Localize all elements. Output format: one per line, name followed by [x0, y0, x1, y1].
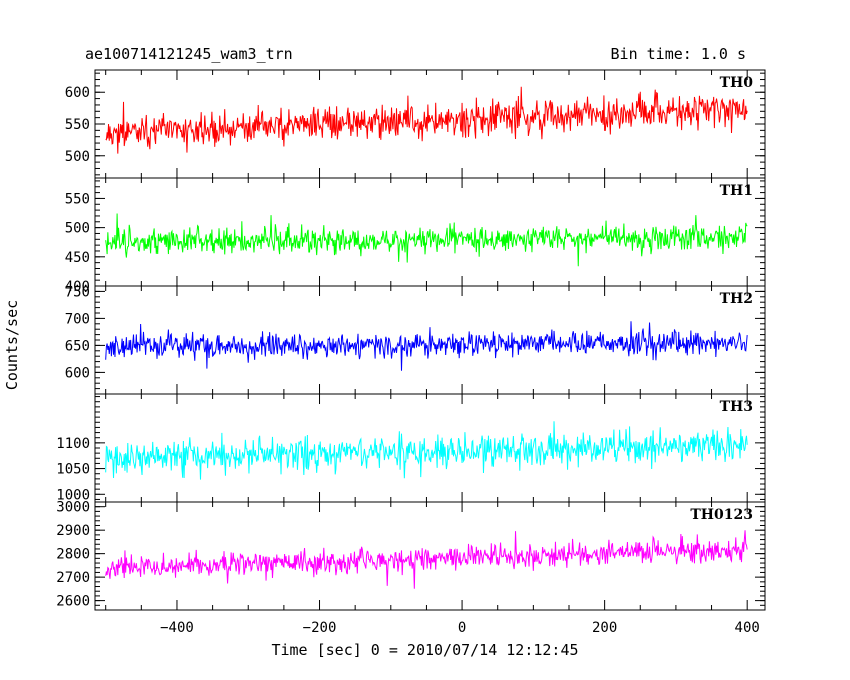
y-tick-label: 2900 — [56, 523, 90, 539]
y-tick-label: 450 — [65, 250, 90, 266]
y-tick-label: 3000 — [56, 500, 90, 516]
y-tick-label: 700 — [65, 311, 90, 327]
panel-frame — [94, 393, 766, 503]
panels-group: 500 550 600 TH0 400 450 500 550 TH1 600 650 700 750 T… — [56, 69, 766, 636]
y-tick-label: 550 — [65, 191, 90, 207]
chart-title: ae100714121245_wam3_trn — [85, 45, 293, 63]
y-tick-label: 2800 — [56, 547, 90, 563]
panel-th3: 1000 1050 1100 TH3 — [56, 393, 766, 503]
panel-name-th0123: TH0123 — [690, 507, 753, 523]
y-tick-label: 1100 — [56, 436, 90, 452]
y-tick-label: 600 — [65, 365, 90, 381]
panel-th0: 500 550 600 TH0 — [65, 69, 766, 179]
series-line-th2 — [105, 321, 748, 371]
panel-name-th0: TH0 — [720, 75, 754, 91]
x-tick-label: −400 — [160, 620, 194, 636]
x-tick-label: 400 — [735, 620, 760, 636]
panel-name-th3: TH3 — [720, 399, 753, 415]
panel-name-th2: TH2 — [720, 291, 753, 307]
y-axis-label: Counts/sec — [3, 300, 21, 390]
x-tick-label: −200 — [303, 620, 337, 636]
panel-th1: 400 450 500 550 TH1 — [65, 177, 766, 295]
x-tick-label: 200 — [592, 620, 617, 636]
y-tick-label: 600 — [65, 85, 90, 101]
panel-th2: 600 650 700 750 TH2 — [65, 284, 766, 395]
bin-time-label: Bin time: 1.0 s — [611, 45, 746, 63]
y-tick-label: 1000 — [56, 487, 90, 503]
y-tick-label: 500 — [65, 221, 90, 237]
y-tick-label: 750 — [65, 284, 90, 300]
y-tick-label: 650 — [65, 338, 90, 354]
panel-th0123: 2600 2700 2800 2900 3000 TH0123 — [56, 500, 766, 611]
y-tick-label: 2600 — [56, 594, 90, 610]
panel-name-th1: TH1 — [720, 183, 753, 199]
panel-frame — [94, 501, 766, 611]
series-line-th0 — [105, 86, 748, 154]
y-tick-label: 1050 — [56, 462, 90, 478]
series-line-th1 — [105, 213, 748, 267]
y-tick-label: 500 — [65, 149, 90, 165]
x-tick-label: 0 — [458, 620, 466, 636]
y-tick-label: 2700 — [56, 570, 90, 586]
y-tick-label: 400 — [65, 279, 90, 295]
series-line-th3 — [105, 421, 748, 480]
y-tick-label: 550 — [65, 117, 90, 133]
series-line-th0123 — [105, 530, 748, 589]
x-axis-label: Time [sec] 0 = 2010/07/14 12:12:45 — [271, 641, 578, 659]
